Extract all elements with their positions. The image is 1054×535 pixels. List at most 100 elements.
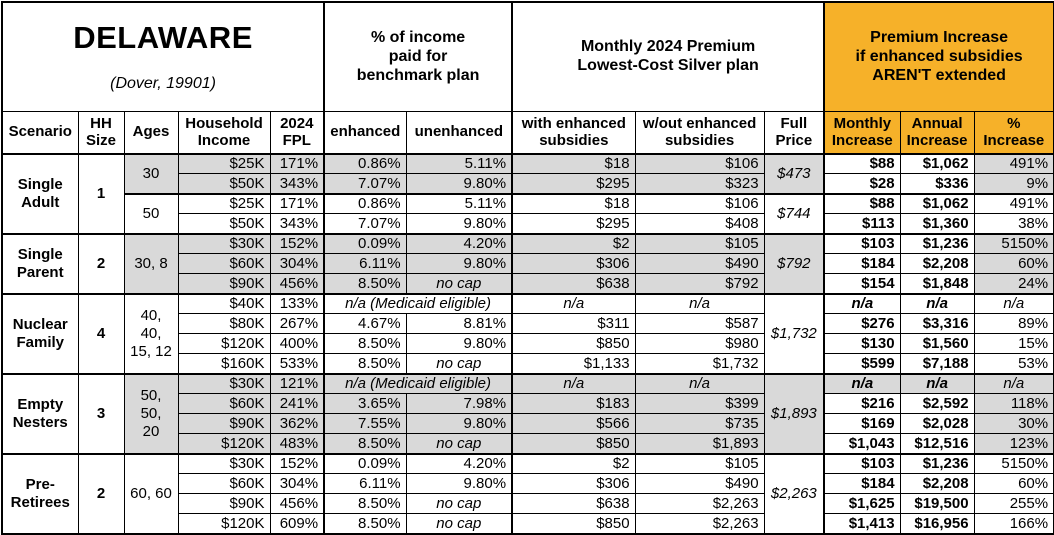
col-header-income: Household Income [177,111,271,155]
annual-increase-cell: $12,516 [899,433,975,455]
annual-increase-cell: $1,062 [899,152,975,175]
income-cell: $90K [177,413,271,435]
annual-increase-cell: n/a [899,372,975,395]
monthly-increase-cell: $154 [823,273,901,295]
table-row: Single Parent 2 30, 8 $30K 152% 0.09% 4.… [1,232,1054,295]
annual-increase-cell: $3,316 [899,313,975,335]
pct-increase-cell: 5150% [973,452,1054,475]
ages-cell: 30 [123,152,179,195]
wout-subsidies-premium-cell: $980 [634,333,765,355]
pct-increase-cell: 5150% [973,232,1054,255]
pct-increase-cell: 9% [973,173,1054,195]
fpl-cell: 121% [269,372,325,395]
monthly-increase-cell: $88 [823,192,901,215]
table-row: $60K 241% 3.65% 7.98% $183 $399 $216 $2,… [2,393,1054,415]
monthly-increase-cell: $1,625 [823,493,901,515]
annual-increase-cell: n/a [899,292,975,315]
monthly-increase-cell: $28 [823,173,901,195]
wout-subsidies-premium-cell: $323 [634,173,765,195]
col-header-with-subsidies: with enhanced subsidies [511,111,636,155]
income-cell: $25K [177,192,271,215]
enhanced-pct-cell: 0.09% [323,452,407,475]
col-header-annual-increase: Annual Increase [899,111,975,155]
monthly-increase-cell: $169 [823,413,901,435]
monthly-increase-cell: $276 [823,313,901,335]
unenhanced-pct-cell: no cap [405,273,513,295]
wout-subsidies-premium-cell: $399 [634,393,765,415]
enhanced-pct-cell: 8.50% [323,353,407,375]
wout-subsidies-premium-cell: $2,263 [634,493,765,515]
enhanced-pct-cell: 0.86% [323,192,407,215]
pct-increase-cell: 30% [973,413,1054,435]
fpl-cell: 400% [269,333,325,355]
pct-increase-cell: 53% [973,353,1054,375]
fpl-cell: 152% [269,232,325,255]
fpl-cell: 483% [269,433,325,455]
annual-increase-cell: $16,956 [899,513,975,535]
income-cell: $120K [177,333,271,355]
fpl-cell: 171% [269,152,325,175]
unenhanced-pct-cell: 5.11% [405,192,513,215]
fpl-cell: 533% [269,353,325,375]
with-subsidies-premium-cell: $306 [511,253,636,275]
fpl-cell: 456% [269,273,325,295]
with-subsidies-premium-cell: $295 [511,213,636,235]
monthly-increase-cell: $113 [823,213,901,235]
wout-subsidies-premium-cell: $792 [634,273,765,295]
with-subsidies-premium-cell: n/a [511,292,636,315]
wout-subsidies-premium-cell: $106 [634,192,765,215]
annual-increase-cell: $7,188 [899,353,975,375]
col-header-ages: Ages [123,111,179,155]
pct-increase-cell: 491% [973,192,1054,215]
enhanced-pct-cell: 8.50% [323,273,407,295]
table-row: $80K 267% 4.67% 8.81% $311 $587 $276 $3,… [2,313,1054,335]
monthly-increase-cell: $184 [823,253,901,275]
wout-subsidies-premium-cell: n/a [634,292,765,315]
wout-subsidies-premium-cell: $2,263 [634,513,765,535]
group-header-benchmark: % of income paid for benchmark plan [323,1,513,113]
annual-increase-cell: $1,560 [899,333,975,355]
pct-increase-cell: 89% [973,313,1054,335]
ages-cell: 60, 60 [123,452,179,535]
monthly-increase-cell: $1,043 [823,433,901,455]
pct-increase-cell: 118% [973,393,1054,415]
enhanced-pct-cell: 8.50% [323,513,407,535]
full-price-cell: $792 [763,232,825,295]
scenario-cell: Single Parent [1,232,79,295]
income-cell: $90K [177,273,271,295]
medicaid-note-cell: n/a (Medicaid eligible) [323,372,513,395]
enhanced-pct-cell: 7.07% [323,213,407,235]
monthly-increase-cell: $88 [823,152,901,175]
income-cell: $30K [177,372,271,395]
with-subsidies-premium-cell: $638 [511,493,636,515]
annual-increase-cell: $1,236 [899,452,975,475]
annual-increase-cell: $1,236 [899,232,975,255]
col-header-pct-increase: % Increase [973,111,1054,155]
hh-size-cell: 1 [77,152,125,235]
income-cell: $60K [177,393,271,415]
income-cell: $160K [177,353,271,375]
fpl-cell: 343% [269,173,325,195]
with-subsidies-premium-cell: $18 [511,152,636,175]
fpl-cell: 343% [269,213,325,235]
group-header-premium: Monthly 2024 Premium Lowest-Cost Silver … [511,1,825,113]
annual-increase-cell: $1,360 [899,213,975,235]
enhanced-pct-cell: 8.50% [323,433,407,455]
wout-subsidies-premium-cell: $1,732 [634,353,765,375]
wout-subsidies-premium-cell: $106 [634,152,765,175]
income-cell: $30K [177,452,271,475]
hh-size-cell: 2 [77,232,125,295]
enhanced-pct-cell: 4.67% [323,313,407,335]
income-cell: $50K [177,213,271,235]
monthly-increase-cell: $599 [823,353,901,375]
scenario-cell: Empty Nesters [1,372,79,455]
with-subsidies-premium-cell: $1,133 [511,353,636,375]
wout-subsidies-premium-cell: $587 [634,313,765,335]
unenhanced-pct-cell: no cap [405,433,513,455]
monthly-increase-cell: $1,413 [823,513,901,535]
monthly-increase-cell: $103 [823,452,901,475]
fpl-cell: 304% [269,253,325,275]
with-subsidies-premium-cell: $2 [511,452,636,475]
with-subsidies-premium-cell: $850 [511,333,636,355]
